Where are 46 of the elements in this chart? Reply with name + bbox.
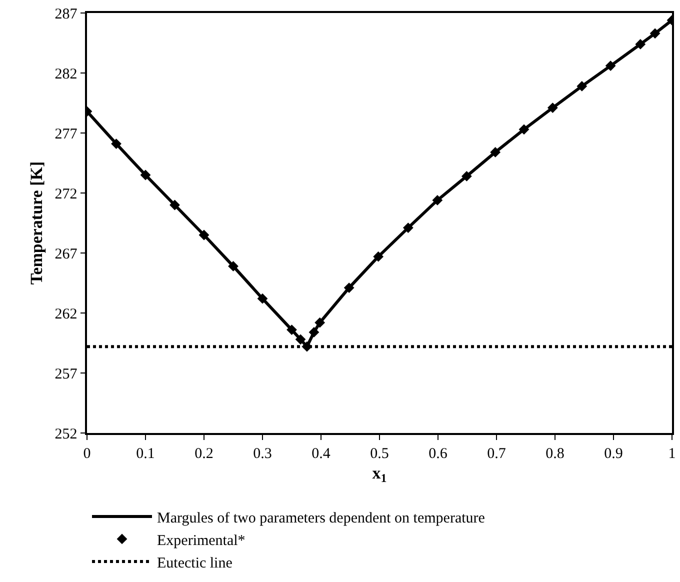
- x-tick-label: 0.4: [312, 446, 331, 462]
- x-axis-title: x$_{1}$: [372, 464, 387, 486]
- point: [576, 81, 588, 92]
- point: [286, 324, 297, 335]
- legend-label: Eutectic line: [157, 555, 233, 572]
- point: [605, 60, 616, 71]
- y-tick-label: 267: [54, 246, 78, 262]
- x-tick-label: 0.7: [487, 446, 506, 462]
- x-tick-label: 0: [83, 446, 91, 462]
- x-tick-label: 0.5: [370, 446, 389, 462]
- x-tick-label: 0.3: [253, 446, 272, 462]
- legend-label: Margules of two parameters dependent on temperature: [157, 510, 486, 526]
- point: [111, 138, 122, 149]
- point: [228, 261, 238, 272]
- point: [547, 102, 558, 113]
- point: [650, 28, 660, 39]
- y-tick-label: 282: [54, 66, 78, 82]
- point: [308, 327, 320, 338]
- point: [402, 222, 414, 233]
- y-tick-label: 287: [54, 6, 78, 22]
- x-tick-label: 1: [668, 446, 676, 462]
- point: [490, 147, 501, 158]
- y-tick-label: 272: [54, 186, 78, 202]
- point: [432, 195, 443, 206]
- y-axis-title: Temperature [K]: [26, 161, 46, 285]
- point: [140, 170, 151, 180]
- y-tick-label: 277: [54, 126, 78, 142]
- point: [373, 251, 384, 262]
- point: [461, 171, 472, 182]
- x-tick-label: 0.6: [428, 446, 448, 462]
- x-tick-label: 0.1: [136, 446, 155, 462]
- point: [170, 200, 180, 210]
- point: [344, 282, 354, 293]
- y-tick-label: 257: [54, 366, 78, 382]
- y-tick-label: 262: [54, 306, 78, 322]
- point: [257, 293, 268, 304]
- point: [518, 124, 530, 135]
- x-tick-label: 0.8: [546, 446, 564, 462]
- y-tick-label: 252: [54, 426, 78, 442]
- point: [314, 317, 326, 328]
- x-tick-label: 0.9: [604, 446, 623, 462]
- legend-label: Experimental*: [157, 532, 246, 549]
- x-tick-label: 0.2: [194, 446, 214, 462]
- point: [198, 230, 210, 240]
- point: [295, 334, 306, 345]
- point: [635, 39, 646, 50]
